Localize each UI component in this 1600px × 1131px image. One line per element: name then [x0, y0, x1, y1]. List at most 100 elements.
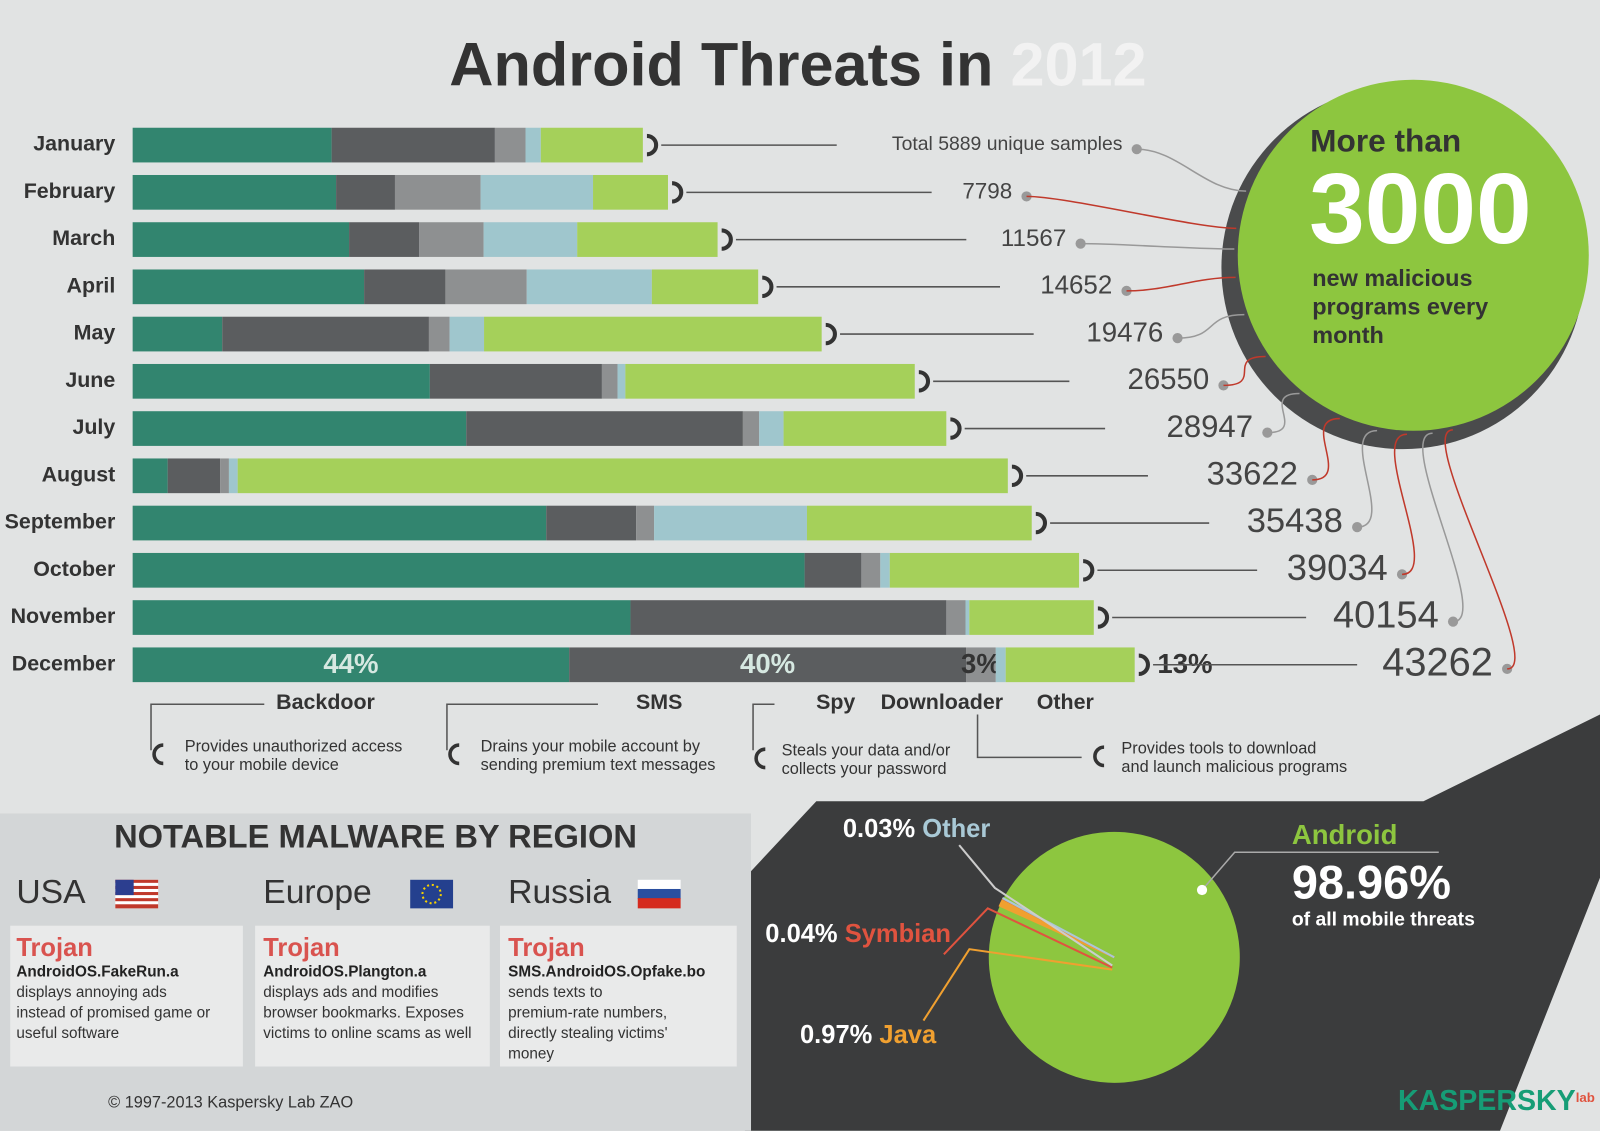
bar-segment — [222, 316, 429, 352]
bar-segment — [617, 363, 626, 399]
region-description: useful software — [16, 1025, 119, 1042]
month-label: December — [12, 651, 116, 675]
pie-name: Symbian — [845, 920, 951, 948]
total-cap — [825, 322, 837, 346]
bar-segment — [654, 505, 807, 541]
region-category: Trojan — [16, 934, 93, 962]
region-description: sends texts to — [508, 984, 602, 1001]
bar-segment — [759, 411, 784, 446]
bar-segment — [132, 269, 365, 305]
segment-label: 44% — [323, 648, 378, 679]
bar-segment — [484, 316, 822, 352]
bar-segment — [636, 505, 655, 541]
total-label: 40154 — [1333, 595, 1439, 637]
region-name: Russia — [508, 874, 611, 911]
connector — [1223, 355, 1266, 387]
bar-segment — [132, 174, 337, 210]
total-label: 33622 — [1207, 454, 1298, 491]
bar-segment — [783, 411, 947, 446]
legend-cap — [754, 747, 766, 770]
pie-leader — [958, 844, 1113, 967]
logo-suffix: lab — [1576, 1090, 1595, 1105]
month-label: June — [65, 368, 115, 392]
connector — [1177, 313, 1245, 339]
bar-segment — [1005, 647, 1135, 683]
segment-label: 13% — [1157, 648, 1212, 679]
region-malware: SMS.AndroidOS.Opfake.bo — [508, 964, 705, 981]
flag-russia — [637, 879, 681, 909]
month-label: February — [24, 179, 116, 203]
bar-segment — [132, 222, 350, 257]
bar-segment — [593, 174, 668, 210]
bar-segment — [969, 600, 1094, 635]
month-label: April — [67, 273, 116, 297]
segment-label: 3% — [961, 648, 1001, 679]
region-description: victims to online scams as well — [263, 1025, 471, 1042]
total-cap — [721, 228, 733, 251]
legend-label: Other — [1037, 690, 1094, 714]
region-name: Europe — [263, 874, 372, 911]
legend-bracket — [752, 703, 775, 751]
title: Android Threats in 2012 — [449, 31, 1146, 99]
region-malware: AndroidOS.FakeRun.a — [16, 964, 179, 981]
legend-bracket — [446, 703, 598, 751]
legend-bracket — [976, 714, 1082, 759]
connector — [1393, 433, 1416, 576]
bar-segment — [132, 411, 467, 446]
bar-segment — [228, 458, 238, 494]
bar-segment — [429, 363, 602, 399]
connector — [1357, 429, 1378, 528]
bar-segment — [132, 316, 223, 352]
bar-segment — [889, 552, 1080, 588]
region-description: displays ads and modifies — [263, 984, 439, 1001]
logo-text: KASPERSKY — [1398, 1085, 1576, 1117]
bar-segment — [336, 174, 395, 210]
bar-segment — [132, 458, 168, 494]
region-category: Trojan — [263, 934, 340, 962]
region-description: instead of promised game or — [16, 1005, 210, 1022]
callout-circle — [1237, 79, 1589, 431]
bar-segment — [946, 600, 966, 635]
total-cap — [950, 417, 962, 440]
total-label: 35438 — [1247, 502, 1343, 540]
region-description: directly stealing victims' — [508, 1025, 667, 1042]
total-label: 11567 — [1001, 225, 1066, 252]
footer: © 1997-2013 Kaspersky Lab ZAO — [108, 1094, 353, 1112]
bar-segment — [132, 363, 430, 399]
region-box — [500, 925, 737, 1067]
total-label: 43262 — [1382, 640, 1493, 684]
bar-segment — [625, 363, 915, 399]
bar-segment — [965, 600, 970, 635]
connector — [1444, 429, 1516, 670]
connector — [1126, 276, 1236, 292]
bar-segment — [525, 127, 541, 163]
region-box — [255, 925, 490, 1067]
pie-name: Other — [922, 815, 990, 843]
region-box — [10, 925, 243, 1067]
bar-segment — [132, 600, 631, 635]
month-label: November — [11, 604, 116, 628]
pie-leader — [943, 907, 1113, 969]
legend-cap — [1093, 745, 1105, 768]
callout-text: programs every — [1312, 294, 1488, 320]
total-cap — [646, 133, 659, 157]
region-category: Trojan — [508, 934, 585, 962]
legend-cap — [448, 743, 460, 766]
bar-segment — [419, 222, 484, 257]
legend-description: Provides tools to download — [1121, 739, 1316, 757]
legend-description: to your mobile device — [185, 756, 339, 774]
region-malware: AndroidOS.Plangton.a — [263, 964, 427, 981]
month-label: March — [52, 226, 115, 250]
month-label: October — [33, 557, 115, 581]
bar-segment — [449, 316, 485, 352]
total-cap — [1138, 653, 1150, 677]
total-cap — [1011, 464, 1024, 488]
region-description: browser bookmarks. Exposes — [263, 1005, 464, 1022]
pie-name: Android — [1292, 819, 1398, 850]
connector — [1422, 432, 1464, 623]
month-label: May — [74, 321, 116, 345]
pie-label: 0.04% Symbian — [765, 920, 951, 948]
pie-note: of all mobile threats — [1292, 909, 1475, 931]
region-name: USA — [16, 874, 86, 911]
